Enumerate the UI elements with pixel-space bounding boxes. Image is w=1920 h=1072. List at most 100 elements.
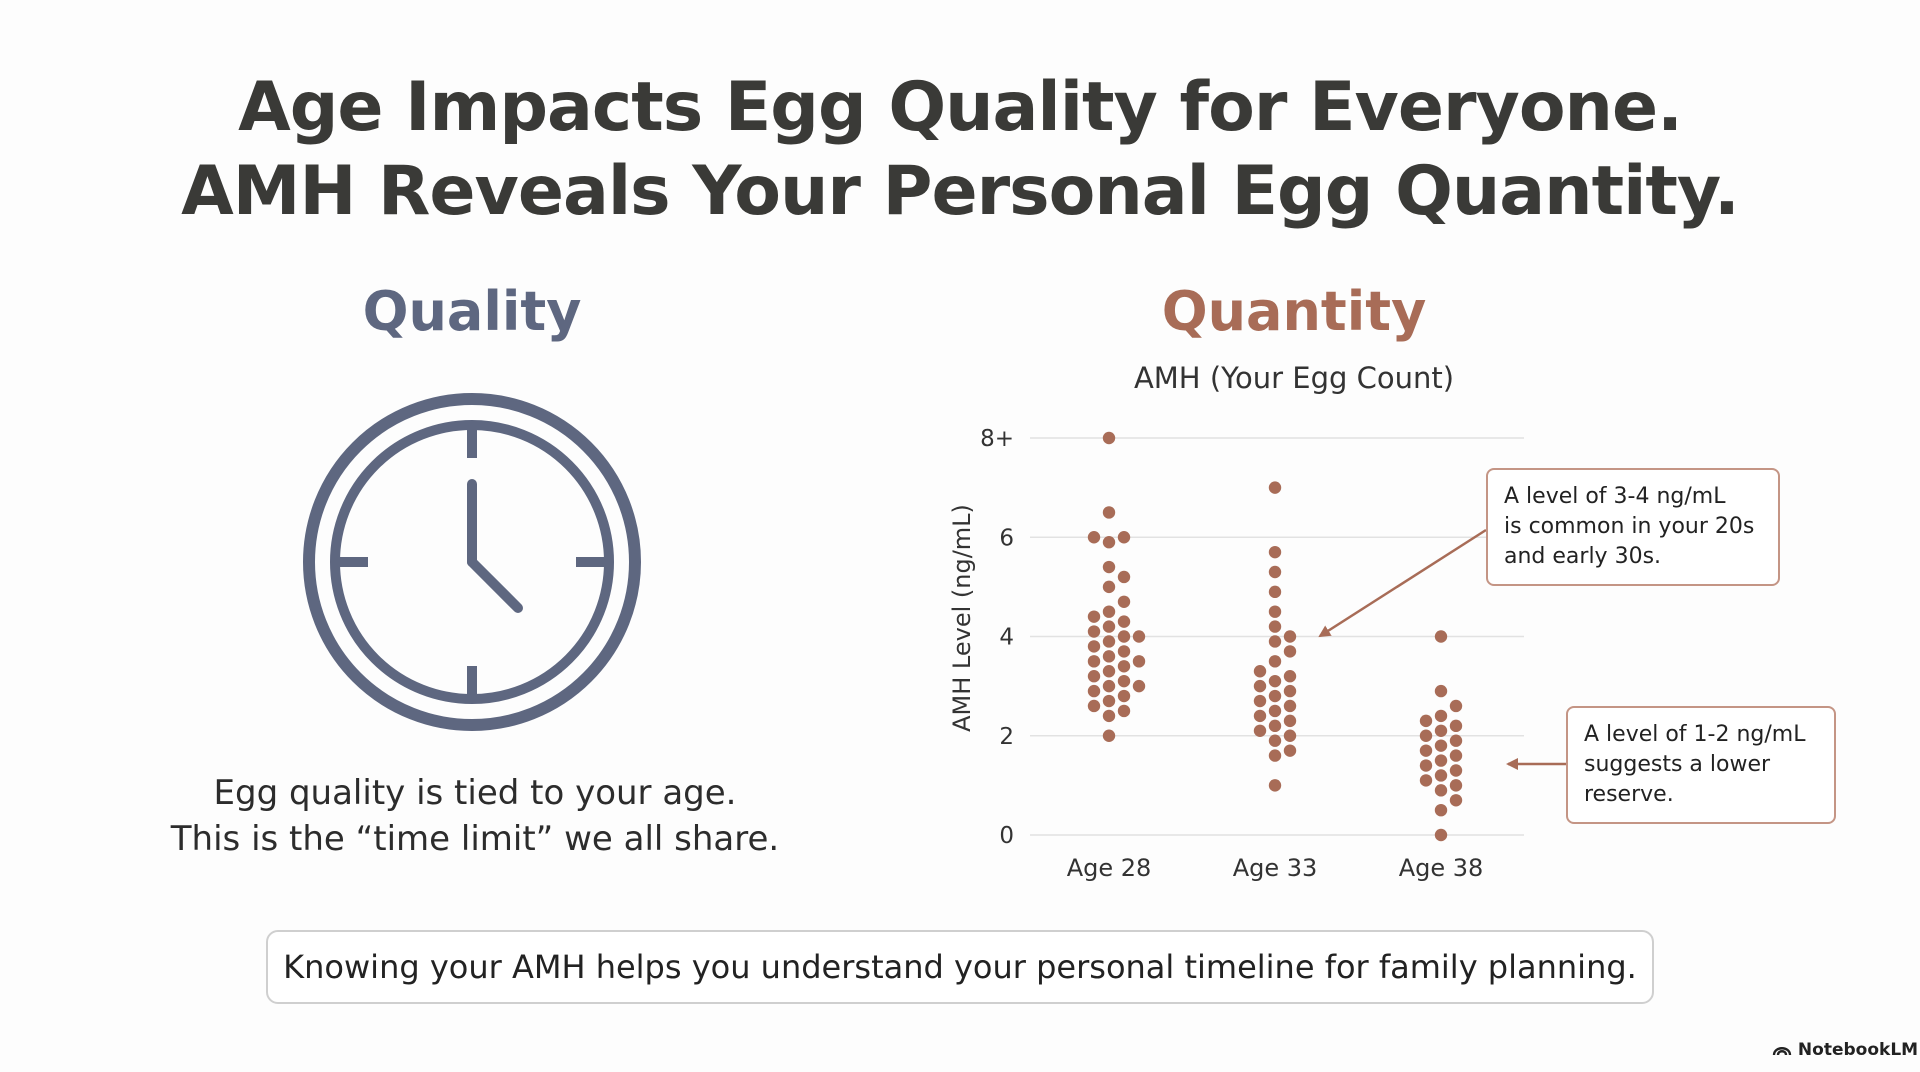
quality-text-line-2: This is the “time limit” we all share. bbox=[170, 819, 780, 859]
data-point bbox=[1132, 655, 1146, 668]
data-point bbox=[1102, 635, 1116, 648]
brand-badge: NotebookLM bbox=[1772, 1040, 1918, 1060]
data-point bbox=[1102, 431, 1116, 445]
callout-1-line-2: is common in your 20s bbox=[1504, 514, 1755, 539]
notebooklm-logo-icon bbox=[1772, 1047, 1792, 1056]
data-point bbox=[1087, 640, 1101, 653]
callout-2-line-3: reserve. bbox=[1584, 782, 1674, 807]
data-point bbox=[1102, 620, 1116, 633]
y-axis-label: AMH Level (ng/mL) bbox=[948, 504, 976, 732]
data-point bbox=[1449, 794, 1463, 807]
data-point bbox=[1419, 744, 1433, 757]
data-point bbox=[1102, 694, 1116, 708]
title-line-2: AMH Reveals Your Personal Egg Quantity. bbox=[181, 152, 1740, 231]
data-point bbox=[1087, 670, 1101, 683]
data-point bbox=[1268, 704, 1282, 718]
data-point bbox=[1434, 803, 1448, 817]
data-point bbox=[1434, 769, 1448, 782]
data-point bbox=[1268, 749, 1282, 762]
data-point bbox=[1419, 729, 1433, 742]
data-point bbox=[1117, 645, 1131, 658]
data-point bbox=[1117, 630, 1131, 643]
data-point bbox=[1117, 704, 1131, 718]
data-point bbox=[1283, 714, 1297, 728]
data-point bbox=[1283, 645, 1297, 658]
y-tick-label: 4 bbox=[999, 625, 1014, 651]
data-point bbox=[1283, 670, 1297, 683]
data-point bbox=[1087, 684, 1101, 698]
x-category-label: Age 33 bbox=[1233, 854, 1318, 882]
data-point bbox=[1102, 665, 1116, 678]
brand-label: NotebookLM bbox=[1797, 1040, 1919, 1060]
data-point bbox=[1117, 531, 1131, 544]
data-point bbox=[1102, 560, 1116, 574]
data-point bbox=[1268, 655, 1282, 668]
clock-minute-hand bbox=[467, 557, 523, 613]
callout-common-level: A level of 3-4 ng/mL is common in your 2… bbox=[1486, 468, 1780, 586]
clock-inner-ring bbox=[330, 420, 614, 704]
data-point bbox=[1434, 709, 1448, 723]
data-point bbox=[1102, 709, 1116, 723]
chart-title: AMH (Your Egg Count) bbox=[1134, 361, 1454, 395]
data-point bbox=[1283, 744, 1297, 757]
data-point bbox=[1268, 545, 1282, 559]
y-tick-label: 2 bbox=[999, 724, 1014, 750]
data-point bbox=[1268, 585, 1282, 599]
data-point bbox=[1449, 764, 1463, 777]
data-point bbox=[1253, 724, 1267, 737]
data-point bbox=[1434, 754, 1448, 767]
data-point bbox=[1268, 689, 1282, 703]
data-point bbox=[1117, 595, 1131, 608]
data-point bbox=[1283, 630, 1297, 643]
data-point bbox=[1419, 774, 1433, 787]
callout-lower-reserve: A level of 1-2 ng/mL suggests a lower re… bbox=[1566, 706, 1836, 824]
summary-text: Knowing your AMH helps you understand yo… bbox=[283, 948, 1637, 986]
callout-1-arrow bbox=[1318, 528, 1487, 638]
data-point bbox=[1268, 719, 1282, 733]
callout-1-line-3: and early 30s. bbox=[1504, 544, 1662, 569]
data-point bbox=[1087, 625, 1101, 638]
data-point bbox=[1117, 660, 1131, 673]
x-category-label: Age 28 bbox=[1067, 854, 1152, 882]
y-tick-label: 6 bbox=[999, 525, 1014, 551]
data-point bbox=[1419, 759, 1433, 772]
data-point bbox=[1434, 724, 1448, 737]
data-point bbox=[1102, 679, 1116, 693]
y-tick-label: 8+ bbox=[980, 426, 1014, 452]
data-point bbox=[1268, 620, 1282, 633]
x-category-label: Age 38 bbox=[1399, 854, 1484, 882]
data-point bbox=[1117, 689, 1131, 703]
data-point bbox=[1268, 779, 1282, 792]
data-point bbox=[1268, 481, 1282, 494]
data-point bbox=[1434, 784, 1448, 797]
quality-text-line-1: Egg quality is tied to your age. bbox=[213, 773, 737, 813]
callout-1-line-1: A level of 3-4 ng/mL bbox=[1504, 484, 1726, 509]
data-point bbox=[1449, 749, 1463, 762]
data-point bbox=[1102, 729, 1116, 742]
data-point bbox=[1449, 779, 1463, 792]
data-point bbox=[1102, 650, 1116, 663]
data-point bbox=[1253, 665, 1267, 678]
data-point bbox=[1102, 580, 1116, 594]
data-point bbox=[1268, 565, 1282, 579]
data-point bbox=[1283, 729, 1297, 742]
data-point bbox=[1087, 531, 1101, 544]
y-tick-label: 0 bbox=[999, 823, 1014, 849]
clock-outer-ring bbox=[303, 393, 641, 731]
data-point bbox=[1268, 635, 1282, 648]
slide-title: Age Impacts Egg Quality for Everyone. AM… bbox=[0, 66, 1920, 234]
quality-description: Egg quality is tied to your age. This is… bbox=[130, 770, 820, 862]
data-point bbox=[1102, 506, 1116, 519]
summary-box: Knowing your AMH helps you understand yo… bbox=[266, 930, 1654, 1004]
data-point bbox=[1117, 615, 1131, 628]
data-point bbox=[1268, 674, 1282, 688]
data-point bbox=[1102, 605, 1116, 618]
data-point bbox=[1117, 570, 1131, 584]
callout-2-line-2: suggests a lower bbox=[1584, 752, 1771, 777]
data-point bbox=[1434, 630, 1448, 643]
data-point bbox=[1283, 684, 1297, 698]
clock-icon bbox=[303, 393, 641, 731]
data-point bbox=[1132, 630, 1146, 643]
data-point bbox=[1102, 536, 1116, 549]
